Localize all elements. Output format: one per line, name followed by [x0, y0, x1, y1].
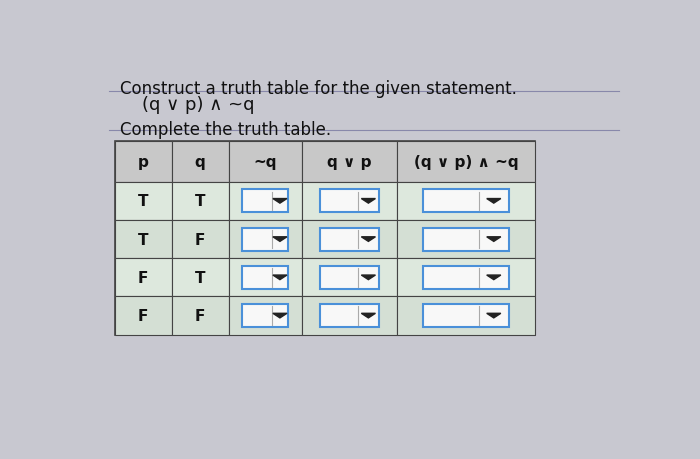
Text: (q ∨ p) ∧ ~q: (q ∨ p) ∧ ~q: [141, 96, 254, 114]
FancyBboxPatch shape: [320, 190, 379, 213]
FancyBboxPatch shape: [115, 142, 172, 182]
FancyBboxPatch shape: [397, 182, 535, 220]
FancyBboxPatch shape: [397, 220, 535, 259]
FancyBboxPatch shape: [228, 220, 302, 259]
FancyBboxPatch shape: [302, 297, 397, 335]
FancyBboxPatch shape: [242, 304, 288, 327]
Polygon shape: [273, 237, 287, 242]
FancyBboxPatch shape: [228, 259, 302, 297]
FancyBboxPatch shape: [397, 259, 535, 297]
Text: q ∨ p: q ∨ p: [327, 155, 372, 169]
Text: (q ∨ p) ∧ ~q: (q ∨ p) ∧ ~q: [414, 155, 518, 169]
Polygon shape: [361, 313, 375, 318]
Text: q: q: [195, 155, 205, 169]
Polygon shape: [273, 199, 287, 204]
Text: p: p: [138, 155, 148, 169]
Polygon shape: [361, 199, 375, 204]
FancyBboxPatch shape: [172, 142, 228, 182]
Polygon shape: [486, 237, 500, 242]
Text: Construct a truth table for the given statement.: Construct a truth table for the given st…: [120, 80, 517, 98]
FancyBboxPatch shape: [242, 228, 288, 251]
Text: T: T: [195, 194, 205, 209]
FancyBboxPatch shape: [302, 259, 397, 297]
FancyBboxPatch shape: [115, 142, 535, 335]
FancyBboxPatch shape: [302, 142, 397, 182]
Text: F: F: [138, 308, 148, 324]
FancyBboxPatch shape: [397, 142, 535, 182]
FancyBboxPatch shape: [320, 266, 379, 289]
Text: T: T: [138, 194, 148, 209]
FancyBboxPatch shape: [242, 266, 288, 289]
FancyBboxPatch shape: [320, 304, 379, 327]
Polygon shape: [361, 275, 375, 280]
FancyBboxPatch shape: [172, 297, 228, 335]
FancyBboxPatch shape: [302, 220, 397, 259]
FancyBboxPatch shape: [172, 182, 228, 220]
FancyBboxPatch shape: [115, 220, 172, 259]
Text: F: F: [138, 270, 148, 285]
Polygon shape: [486, 199, 500, 204]
FancyBboxPatch shape: [172, 259, 228, 297]
FancyBboxPatch shape: [423, 304, 509, 327]
FancyBboxPatch shape: [115, 297, 172, 335]
Polygon shape: [273, 313, 287, 318]
FancyBboxPatch shape: [228, 182, 302, 220]
Text: Complete the truth table.: Complete the truth table.: [120, 120, 331, 139]
FancyBboxPatch shape: [423, 228, 509, 251]
Polygon shape: [361, 237, 375, 242]
FancyBboxPatch shape: [115, 182, 172, 220]
FancyBboxPatch shape: [302, 182, 397, 220]
Polygon shape: [486, 313, 500, 318]
FancyBboxPatch shape: [397, 297, 535, 335]
FancyBboxPatch shape: [423, 266, 509, 289]
FancyBboxPatch shape: [423, 190, 509, 213]
FancyBboxPatch shape: [115, 259, 172, 297]
Text: F: F: [195, 308, 205, 324]
FancyBboxPatch shape: [228, 297, 302, 335]
Text: T: T: [195, 270, 205, 285]
Text: ~q: ~q: [253, 155, 277, 169]
Text: F: F: [195, 232, 205, 247]
FancyBboxPatch shape: [242, 190, 288, 213]
FancyBboxPatch shape: [228, 142, 302, 182]
Polygon shape: [486, 275, 500, 280]
FancyBboxPatch shape: [172, 220, 228, 259]
Text: T: T: [138, 232, 148, 247]
FancyBboxPatch shape: [320, 228, 379, 251]
Polygon shape: [273, 275, 287, 280]
